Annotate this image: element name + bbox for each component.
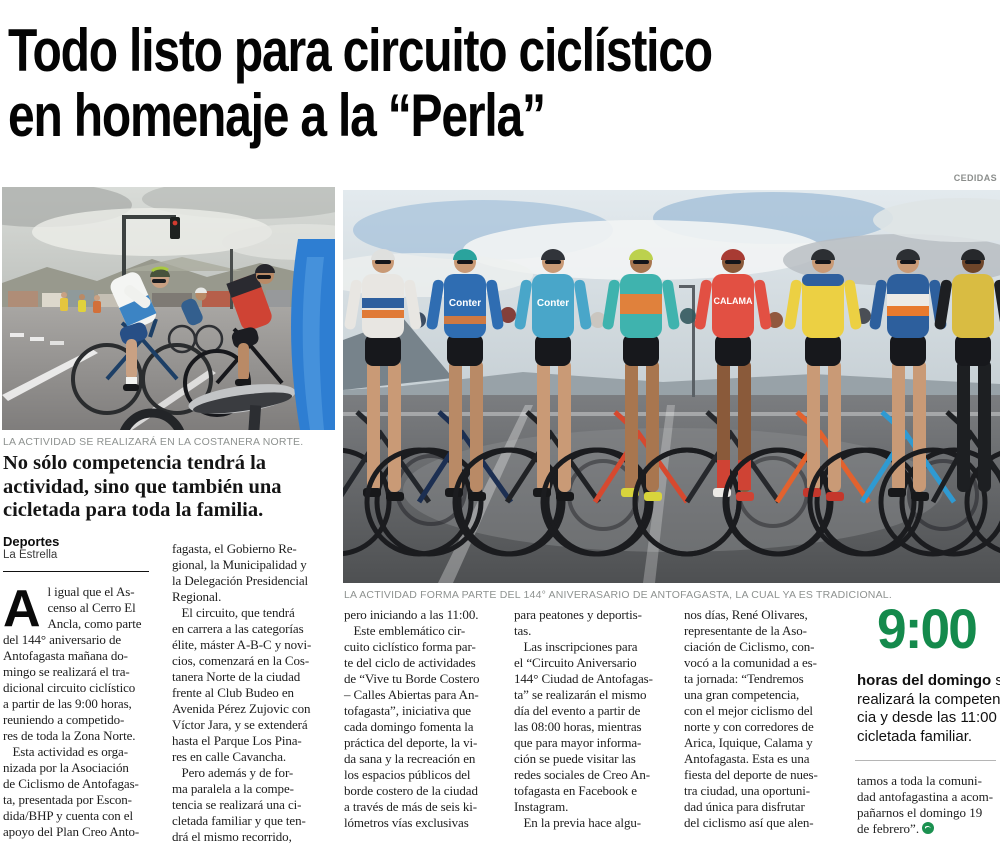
photo-right: Conter Conter [343,190,1000,583]
publication-label: La Estrella [3,549,58,561]
factbox-rule [855,760,996,761]
page-title: Todo listo para circuito ciclístico en h… [8,18,1000,148]
factbox-lead-rest: se realizará la competen- cia y desde la… [857,672,1000,745]
byline: Deportes La Estrella [3,534,59,562]
factbox-lead: horas del domingo se realizará la compet… [857,672,1000,746]
article-endmark-icon [922,822,935,838]
marshals [60,292,101,313]
article-column-2: fagasta, el Gobierno Re- gional, la Muni… [172,541,312,844]
cyclist-white-blue [71,266,213,415]
factbox-time: 9:00 [877,597,978,660]
foreground-saddle [188,384,296,430]
photo-credit: CEDIDAS [953,173,997,183]
article-tail: tamos a toda la comuni- dad antofagastin… [857,773,998,838]
factbox: 9:00 horas del domingo se realizará la c… [855,597,1000,838]
article-column-5: nos días, René Olivares, representante d… [684,607,818,830]
article-tail-text: tamos a toda la comuni- dad antofagastin… [857,773,994,836]
cyclist-red [183,264,284,417]
byline-rule [3,571,149,572]
standfirst: No sólo competencia tendrá la actividad,… [3,452,282,521]
article-column-3: pero iniciando a las 11:00. Este emblemá… [344,607,480,830]
photo-left [2,187,335,430]
jersey-label: CALAMA [714,296,753,306]
column-text: l igual que el As- censo al Cerro El Anc… [3,584,142,839]
article-column-4: para peatones y deportis- tas. Las inscr… [514,607,653,830]
photo-left-caption: LA ACTIVIDAD SE REALIZARÁ EN LA COSTANER… [3,436,304,448]
photo-right-illustration: Conter Conter [343,190,1000,583]
rider-blue-conter: Conter [364,249,566,557]
jersey-label: Conter [449,298,481,309]
section-label: Deportes [3,534,60,549]
photo-right-caption: LA ACTIVIDAD FORMA PARTE DEL 144° ANIVER… [344,589,892,601]
rider-blue-orange [807,249,1000,557]
photo-left-illustration [2,187,335,430]
drop-cap: A [3,580,41,638]
traffic-light [122,215,233,309]
factbox-lead-bold: horas del domingo [857,672,992,689]
buildings [8,290,290,307]
headline-line1: Todo listo para circuito ciclístico [8,17,713,84]
rider-yellow-black [878,249,1000,557]
jersey-label: Conter [537,298,569,309]
headline-line2: en homenaje a la “Perla” [8,82,546,149]
